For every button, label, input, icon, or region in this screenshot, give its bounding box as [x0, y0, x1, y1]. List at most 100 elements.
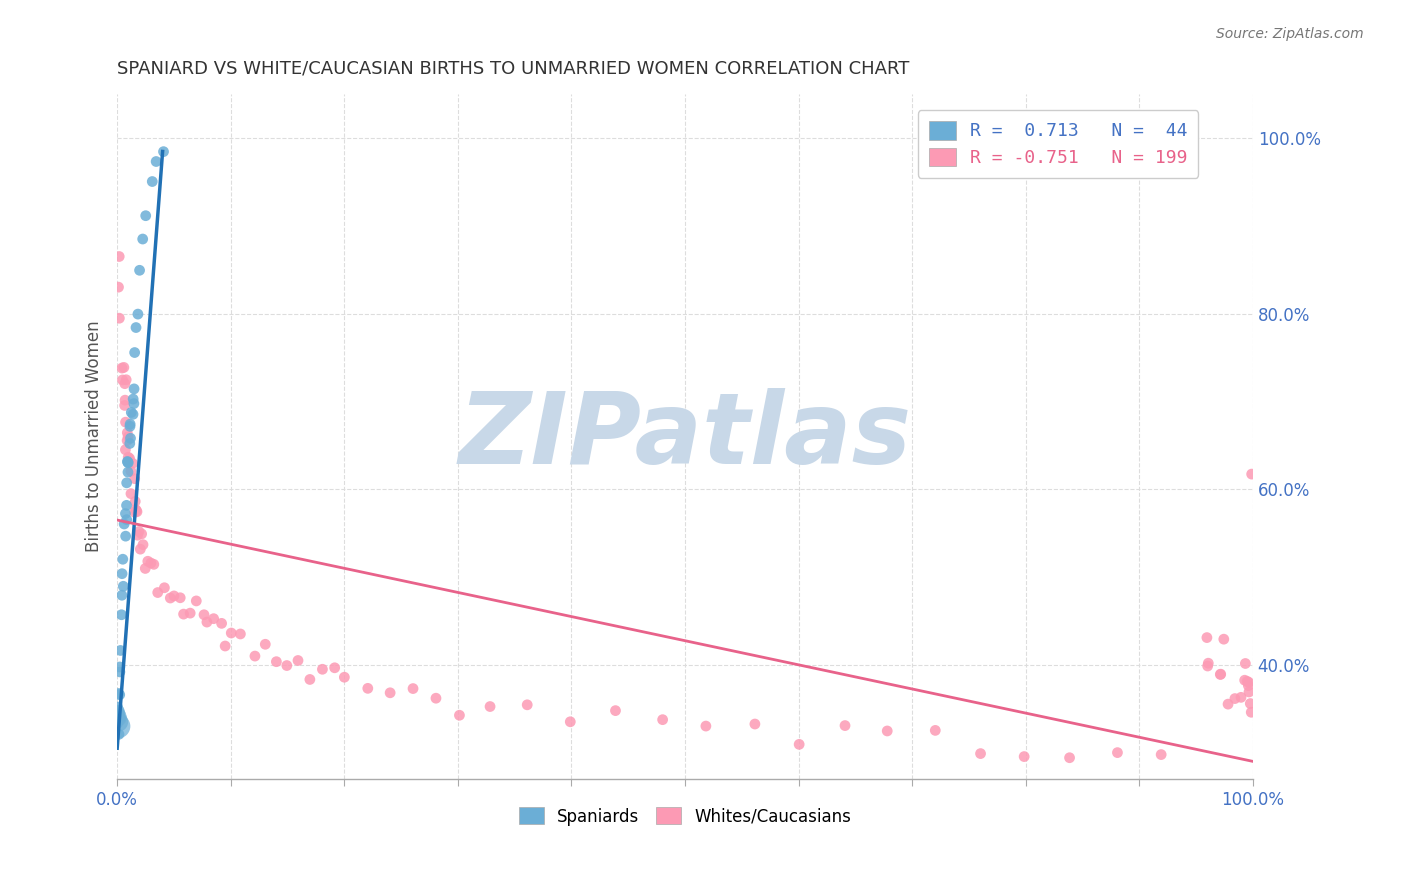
- Whites/Caucasians: [117, 430, 139, 444]
- Whites/Caucasians: [402, 681, 425, 696]
- Spaniards: [118, 419, 141, 434]
- Whites/Caucasians: [219, 626, 242, 640]
- Whites/Caucasians: [695, 719, 717, 733]
- Whites/Caucasians: [125, 502, 148, 516]
- Whites/Caucasians: [193, 607, 215, 622]
- Whites/Caucasians: [114, 376, 136, 391]
- Whites/Caucasians: [195, 615, 218, 629]
- Whites/Caucasians: [425, 691, 447, 706]
- Whites/Caucasians: [114, 442, 136, 457]
- Whites/Caucasians: [744, 717, 766, 731]
- Spaniards: [107, 700, 129, 714]
- Spaniards: [124, 345, 146, 359]
- Spaniards: [122, 382, 145, 396]
- Spaniards: [152, 145, 174, 159]
- Whites/Caucasians: [163, 589, 186, 603]
- Whites/Caucasians: [169, 591, 191, 605]
- Spaniards: [111, 552, 134, 566]
- Spaniards: [120, 405, 142, 419]
- Spaniards: [107, 686, 129, 700]
- Whites/Caucasians: [129, 542, 152, 557]
- Spaniards: [118, 436, 141, 450]
- Spaniards: [110, 643, 132, 657]
- Spaniards: [122, 407, 145, 421]
- Whites/Caucasians: [287, 653, 309, 667]
- Spaniards: [127, 307, 149, 321]
- Whites/Caucasians: [605, 704, 627, 718]
- Whites/Caucasians: [131, 527, 153, 541]
- Spaniards: [117, 465, 139, 479]
- Whites/Caucasians: [1195, 631, 1218, 645]
- Whites/Caucasians: [186, 594, 208, 608]
- Point: [107, 719, 129, 733]
- Text: ZIPatlas: ZIPatlas: [458, 388, 911, 485]
- Whites/Caucasians: [1107, 746, 1129, 760]
- Spaniards: [145, 154, 167, 169]
- Spaniards: [115, 499, 138, 513]
- Whites/Caucasians: [969, 747, 991, 761]
- Whites/Caucasians: [121, 456, 143, 470]
- Whites/Caucasians: [114, 393, 136, 408]
- Whites/Caucasians: [146, 585, 169, 599]
- Whites/Caucasians: [254, 637, 277, 651]
- Whites/Caucasians: [1012, 749, 1035, 764]
- Spaniards: [141, 175, 163, 189]
- Whites/Caucasians: [243, 649, 266, 664]
- Spaniards: [115, 513, 138, 527]
- Whites/Caucasians: [1150, 747, 1173, 762]
- Whites/Caucasians: [108, 311, 131, 326]
- Whites/Caucasians: [1209, 667, 1232, 681]
- Whites/Caucasians: [1237, 675, 1260, 690]
- Text: SPANIARD VS WHITE/CAUCASIAN BIRTHS TO UNMARRIED WOMEN CORRELATION CHART: SPANIARD VS WHITE/CAUCASIAN BIRTHS TO UN…: [117, 60, 910, 78]
- Spaniards: [114, 529, 136, 543]
- Whites/Caucasians: [115, 373, 138, 387]
- Point: [107, 710, 129, 724]
- Whites/Caucasians: [159, 591, 181, 605]
- Whites/Caucasians: [357, 681, 380, 696]
- Whites/Caucasians: [876, 723, 898, 738]
- Spaniards: [112, 516, 135, 531]
- Whites/Caucasians: [378, 686, 401, 700]
- Whites/Caucasians: [134, 561, 156, 575]
- Whites/Caucasians: [132, 538, 155, 552]
- Whites/Caucasians: [1234, 657, 1257, 671]
- Whites/Caucasians: [124, 494, 146, 508]
- Whites/Caucasians: [1209, 667, 1232, 681]
- Spaniards: [110, 607, 132, 622]
- Y-axis label: Births to Unmarried Women: Births to Unmarried Women: [86, 321, 103, 552]
- Spaniards: [112, 579, 135, 593]
- Spaniards: [117, 455, 139, 469]
- Whites/Caucasians: [111, 361, 134, 376]
- Spaniards: [120, 417, 142, 432]
- Whites/Caucasians: [1197, 656, 1219, 670]
- Whites/Caucasians: [1237, 679, 1260, 693]
- Whites/Caucasians: [1216, 697, 1239, 711]
- Whites/Caucasians: [114, 415, 136, 429]
- Whites/Caucasians: [1237, 685, 1260, 699]
- Spaniards: [115, 475, 138, 490]
- Whites/Caucasians: [114, 398, 136, 412]
- Whites/Caucasians: [560, 714, 582, 729]
- Whites/Caucasians: [173, 607, 195, 621]
- Whites/Caucasians: [924, 723, 946, 738]
- Whites/Caucasians: [124, 505, 146, 519]
- Whites/Caucasians: [333, 670, 356, 684]
- Whites/Caucasians: [117, 454, 139, 468]
- Whites/Caucasians: [323, 661, 346, 675]
- Whites/Caucasians: [1233, 673, 1256, 688]
- Whites/Caucasians: [1059, 750, 1081, 764]
- Whites/Caucasians: [229, 627, 252, 641]
- Whites/Caucasians: [125, 505, 148, 519]
- Whites/Caucasians: [112, 360, 135, 375]
- Whites/Caucasians: [136, 554, 159, 568]
- Whites/Caucasians: [179, 606, 201, 620]
- Spaniards: [108, 660, 131, 674]
- Whites/Caucasians: [128, 524, 150, 539]
- Spaniards: [110, 710, 132, 724]
- Whites/Caucasians: [118, 451, 141, 466]
- Text: Source: ZipAtlas.com: Source: ZipAtlas.com: [1216, 27, 1364, 41]
- Spaniards: [117, 456, 139, 470]
- Spaniards: [111, 566, 134, 581]
- Whites/Caucasians: [111, 373, 134, 387]
- Whites/Caucasians: [107, 280, 129, 294]
